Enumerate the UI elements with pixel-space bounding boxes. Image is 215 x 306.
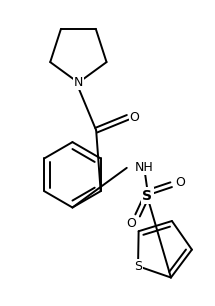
Text: O: O (130, 111, 140, 124)
Text: O: O (126, 217, 136, 230)
Text: S: S (143, 188, 152, 203)
Text: N: N (74, 76, 83, 89)
Text: NH: NH (135, 161, 153, 174)
Text: O: O (175, 176, 185, 189)
Text: S: S (134, 260, 142, 273)
